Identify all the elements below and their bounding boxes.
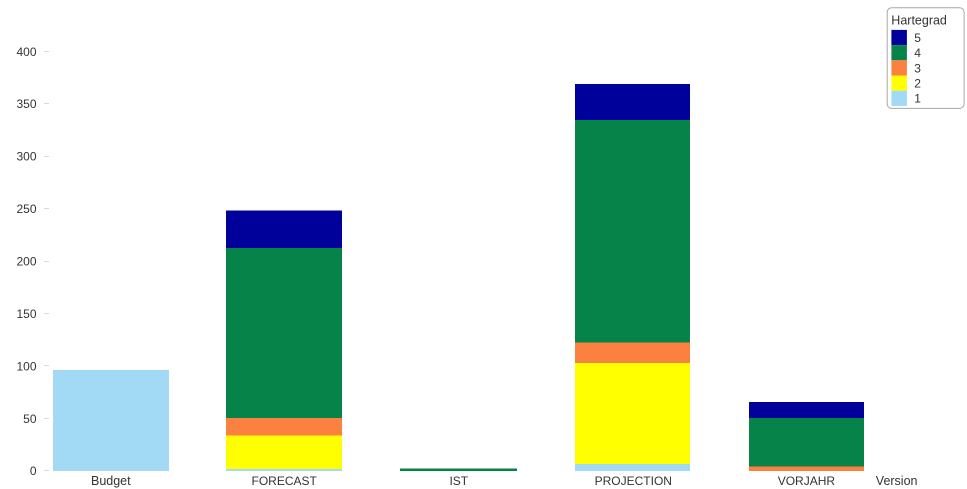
svg-text:Budget: Budget (91, 474, 131, 488)
svg-text:300: 300 (16, 150, 36, 164)
svg-text:200: 200 (16, 255, 36, 269)
svg-text:FORECAST: FORECAST (252, 474, 318, 488)
svg-text:400: 400 (16, 45, 36, 59)
svg-text:VORJAHR: VORJAHR (778, 474, 836, 488)
svg-text:350: 350 (16, 97, 36, 111)
svg-text:4: 4 (914, 46, 921, 60)
svg-text:0: 0 (30, 464, 37, 478)
svg-text:IST: IST (449, 474, 468, 488)
svg-text:Hartegrad: Hartegrad (891, 13, 947, 27)
svg-text:PROJECTION: PROJECTION (595, 474, 672, 488)
svg-text:250: 250 (16, 202, 36, 216)
svg-text:50: 50 (23, 412, 37, 426)
svg-text:3: 3 (914, 61, 921, 75)
svg-text:Version: Version (876, 474, 918, 488)
svg-text:100: 100 (16, 359, 36, 373)
svg-text:5: 5 (914, 31, 921, 45)
svg-text:2: 2 (914, 77, 921, 91)
svg-text:1: 1 (914, 92, 921, 106)
svg-text:150: 150 (16, 307, 36, 321)
